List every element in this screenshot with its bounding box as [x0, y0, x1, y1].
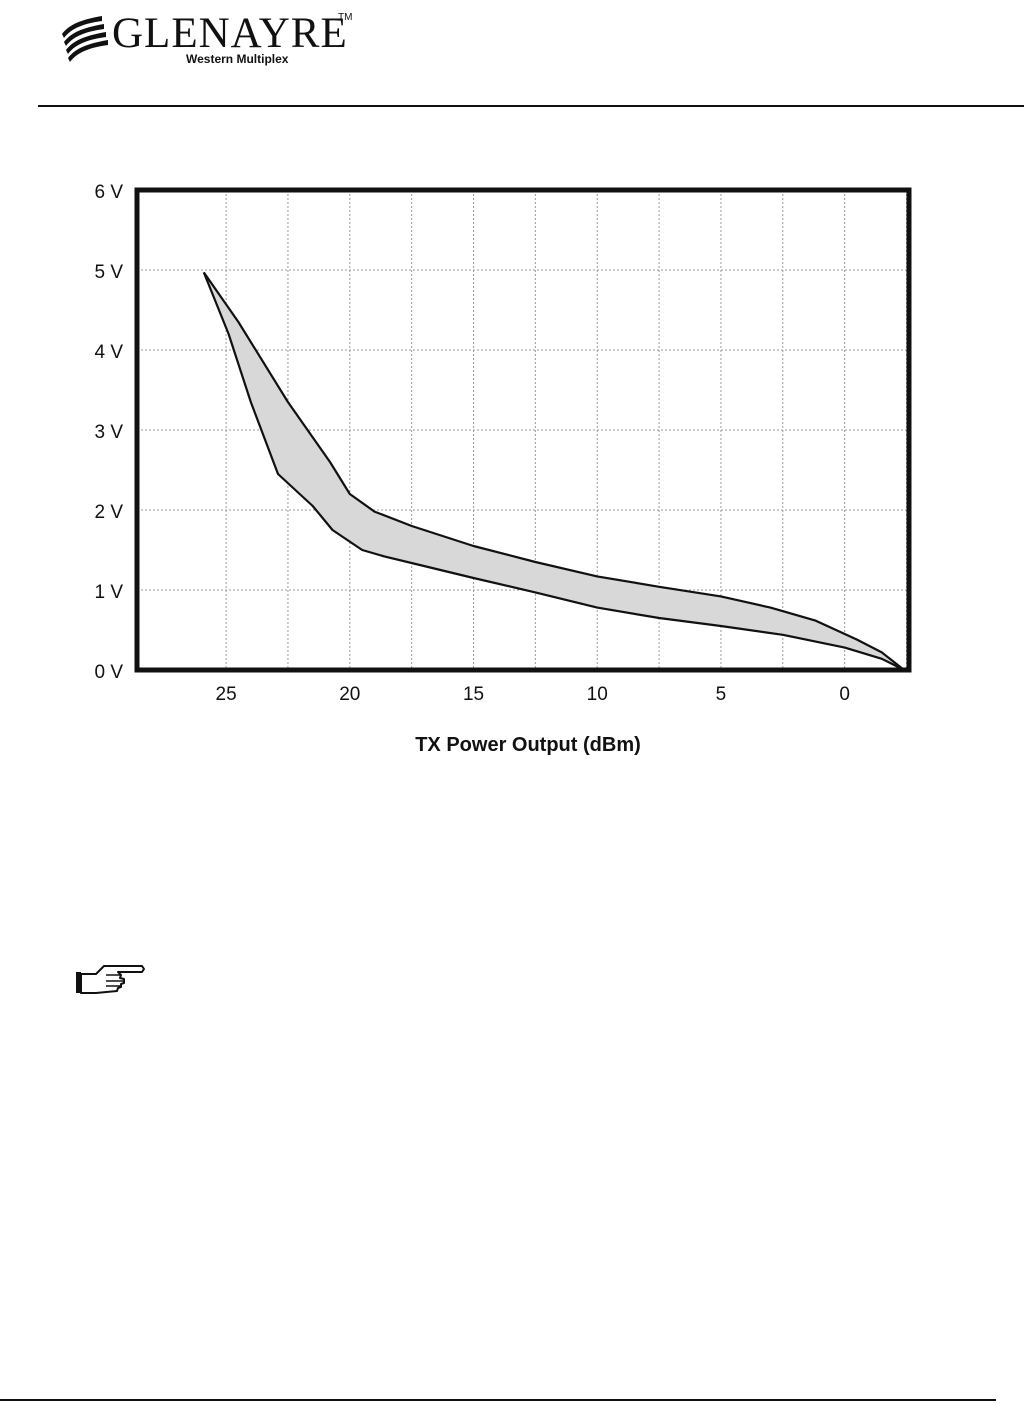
logo-trademark: TM: [338, 12, 353, 23]
x-axis-title: TX Power Output (dBm): [415, 734, 641, 756]
y-tick-label: 0 V: [94, 662, 123, 683]
y-tick-label: 2 V: [94, 502, 123, 523]
x-tick-label: 10: [587, 684, 608, 705]
series-line-upper: [202, 271, 905, 671]
logo-wordmark: GLENAYRE: [112, 10, 348, 57]
header-divider: [38, 105, 1024, 107]
x-tick-label: 20: [339, 684, 360, 705]
plot-frame: [134, 187, 912, 673]
y-tick-label: 6 V: [94, 182, 123, 203]
company-logo: GLENAYRE TM Western Multiplex: [60, 10, 360, 70]
glenayre-logo-icon: [62, 16, 108, 62]
x-tick-label: 5: [716, 684, 727, 705]
footer-divider: [0, 1399, 996, 1401]
band-fill: [203, 272, 905, 670]
x-tick-label: 0: [839, 684, 850, 705]
pointing-hand-icon: [76, 965, 145, 994]
y-tick-label: 1 V: [94, 582, 123, 603]
x-tick-label: 15: [463, 684, 484, 705]
x-tick-label: 25: [216, 684, 237, 705]
tx-power-chart: 0 V 1 V 2 V 3 V 4 V 5 V 6 V 25 20 15 10 5 0: [94, 182, 912, 705]
series-line-lower: [202, 271, 905, 671]
y-tick-label: 3 V: [94, 422, 123, 443]
y-tick-label: 5 V: [94, 262, 123, 283]
logo-subtitle: Western Multiplex: [186, 52, 289, 66]
y-tick-label: 4 V: [94, 342, 123, 363]
